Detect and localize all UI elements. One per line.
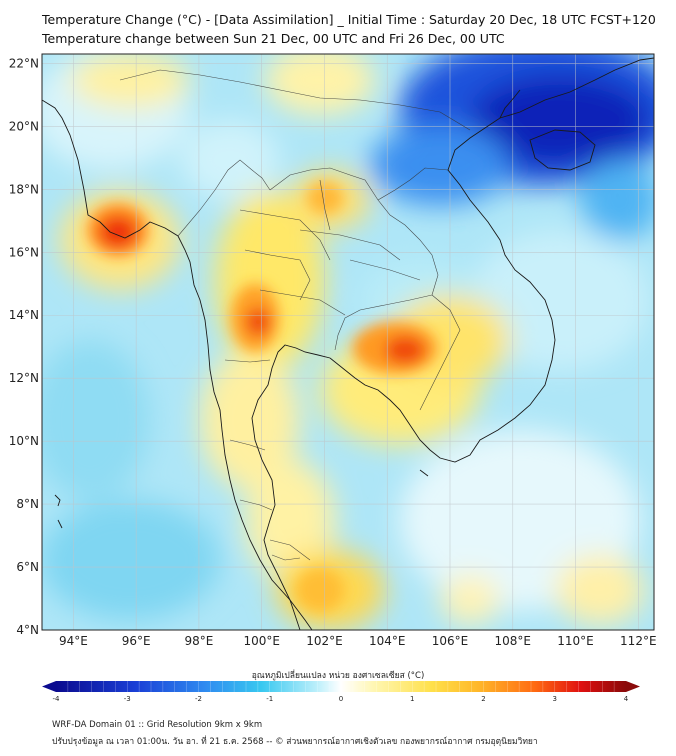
map-title: Temperature Change (°C) - [Data Assimila… — [42, 12, 656, 27]
longitude-label: 96°E — [122, 634, 151, 648]
latitude-label: 4°N — [16, 623, 39, 637]
longitude-label: 108°E — [495, 634, 532, 648]
longitude-label: 112°E — [620, 634, 657, 648]
colorbar-tick-label: 1 — [410, 695, 414, 703]
temperature-field — [42, 54, 654, 630]
colorbar-tick-label: 0 — [339, 695, 343, 703]
graticule — [42, 54, 654, 630]
map-subtitle: Temperature change between Sun 21 Dec, 0… — [42, 31, 505, 46]
longitude-label: 102°E — [306, 634, 343, 648]
latitude-label: 18°N — [9, 182, 39, 196]
longitude-label: 94°E — [59, 634, 88, 648]
longitude-label: 110°E — [557, 634, 594, 648]
colorbar-tick-label: 4 — [624, 695, 629, 703]
latitude-label: 6°N — [16, 560, 39, 574]
latitude-label: 20°N — [9, 119, 39, 133]
colorbar-tick-label: -4 — [53, 695, 61, 703]
latitude-label: 8°N — [16, 497, 39, 511]
right-triangle-icon — [626, 681, 640, 692]
latitude-label: 12°N — [9, 371, 39, 385]
colorbar-stripes — [67, 681, 615, 692]
map-frame — [41, 53, 655, 631]
colorbar-tick-label: -3 — [124, 695, 131, 703]
left-triangle-icon — [42, 681, 56, 692]
footer-model-info: WRF-DA Domain 01 :: Grid Resolution 9km … — [52, 720, 263, 730]
colorbar-tick-label: 2 — [481, 695, 485, 703]
longitude-label: 106°E — [432, 634, 469, 648]
longitude-axis: 94°E 96°E 98°E 100°E 102°E 104°E 106°E 108°E 110… — [59, 634, 657, 648]
colorbar-tick-label: 3 — [553, 695, 557, 703]
colorbar: -4 -3 -2 -1 0 1 2 3 4 — [42, 681, 640, 703]
colorbar-tick-label: -1 — [266, 695, 273, 703]
latitude-label: 22°N — [9, 56, 39, 70]
longitude-label: 104°E — [369, 634, 406, 648]
longitude-label: 100°E — [243, 634, 280, 648]
coastlines — [42, 57, 654, 630]
longitude-label: 98°E — [184, 634, 213, 648]
colorbar-ticks: -4 -3 -2 -1 0 1 2 3 4 — [53, 695, 629, 703]
colorbar-tick-label: -2 — [195, 695, 202, 703]
country-borders — [119, 69, 471, 561]
latitude-label: 10°N — [9, 434, 39, 448]
latitude-label: 16°N — [9, 245, 39, 259]
latitude-label: 14°N — [9, 308, 39, 322]
latitude-axis: 22°N 20°N 18°N 16°N 14°N 12°N 10°N 8°N 6°N 4°N — [9, 56, 39, 637]
footer-credit: ปรับปรุงข้อมูล ณ เวลา 01:00น. วัน อา. ที… — [52, 737, 538, 747]
colorbar-title: อุณหภูมิเปลี่ยนแปลง หน่วย องศาเซลเซียส (… — [251, 671, 425, 681]
